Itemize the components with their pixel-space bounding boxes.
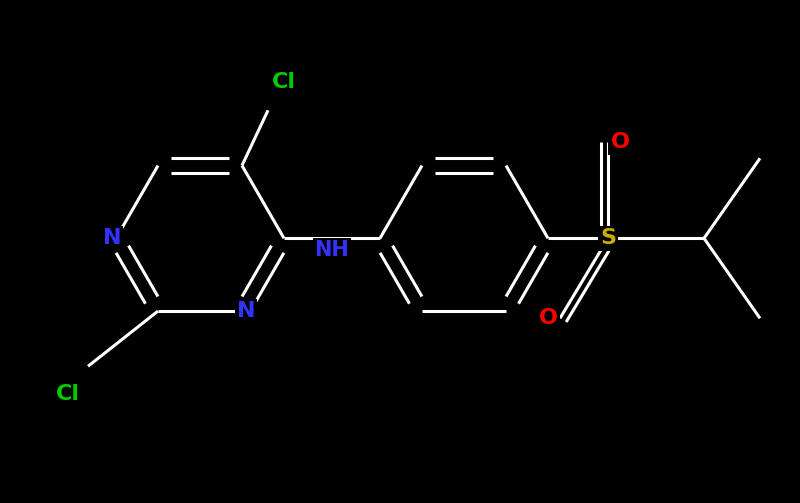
- Text: O: O: [538, 308, 558, 328]
- Text: S: S: [600, 228, 616, 248]
- Text: NH: NH: [314, 240, 350, 260]
- Text: O: O: [610, 132, 630, 152]
- Text: Cl: Cl: [56, 384, 80, 404]
- Text: N: N: [102, 228, 122, 248]
- Text: Cl: Cl: [272, 72, 296, 92]
- Text: N: N: [237, 301, 255, 321]
